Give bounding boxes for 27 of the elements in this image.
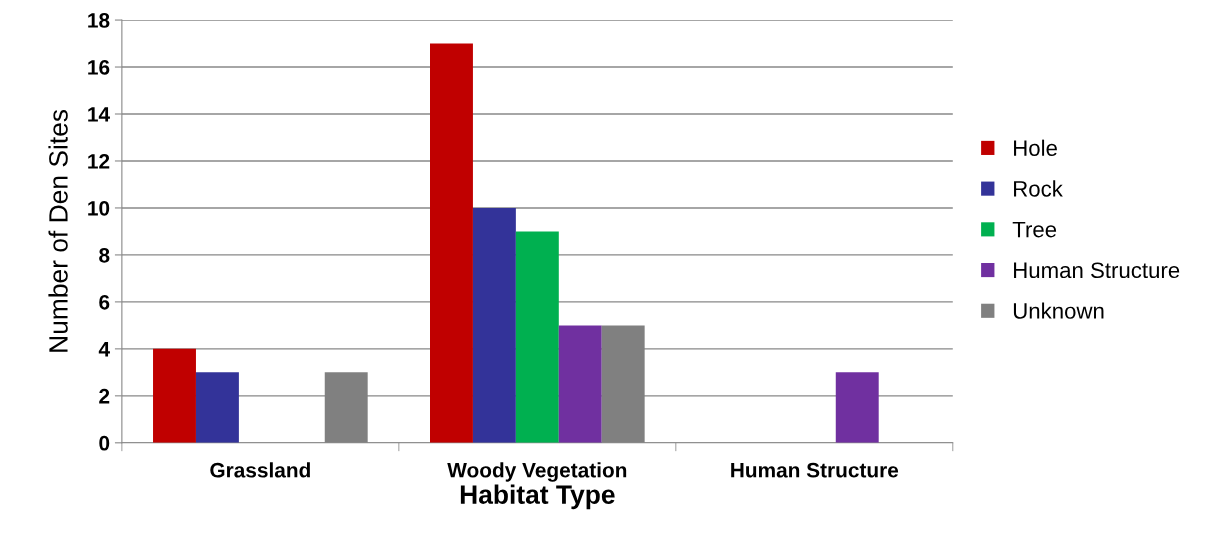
y-tick-label: 18 [88,13,110,28]
y-tick-label: 10 [88,200,110,216]
bar [515,231,559,443]
y-tick-label: 14 [88,107,110,122]
x-axis-title: Habitat Type [460,484,615,510]
x-tick-label: Woody Vegetation [447,462,627,482]
bar [472,207,516,443]
y-axis-title: Number of Den Sites [48,109,68,352]
y-tick-label: 12 [88,153,110,169]
bar [558,325,602,443]
legend-label: Rock [1014,180,1063,197]
x-tick-label: Grassland [210,462,310,478]
y-tick-label: 16 [88,60,110,75]
y-tick-label: 0 [99,435,110,451]
y-tick-label: 4 [98,342,110,357]
x-tick-label: Human Structure [731,462,899,478]
y-tick-label: 2 [99,388,110,404]
bar [195,372,239,443]
y-tick-label: 6 [99,294,110,310]
bar [835,372,879,443]
legend-label: Hole [1014,139,1057,156]
legend-label: Unknown [1013,302,1104,319]
y-tick-label: 8 [99,247,110,263]
bar [430,43,473,443]
legend-label: Human Structure [1014,262,1180,279]
bar [153,348,196,443]
legend-label: Tree [1012,221,1057,238]
